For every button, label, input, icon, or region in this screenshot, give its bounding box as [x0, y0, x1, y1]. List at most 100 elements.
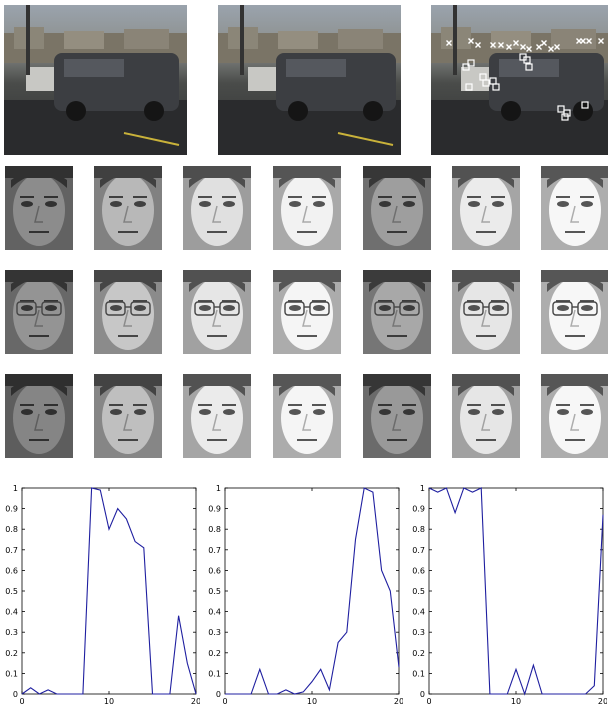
- y-tick-label: 0.7: [208, 546, 221, 555]
- x-tick-label: 10: [104, 697, 114, 706]
- series-line: [428, 487, 604, 696]
- square-marker: [523, 56, 531, 64]
- face-drawing: [541, 374, 608, 458]
- square-marker: [557, 105, 565, 113]
- face-drawing: [363, 166, 431, 250]
- y-tick-label: 1: [216, 484, 221, 493]
- y-tick-label: 0.6: [412, 566, 425, 575]
- x-marker: [520, 44, 526, 50]
- face-image: [183, 374, 251, 458]
- square-marker: [581, 101, 589, 109]
- feature-markers: [446, 38, 604, 121]
- y-tick-label: 0.5: [5, 587, 18, 596]
- x-marker: [498, 42, 504, 48]
- face-image: [5, 270, 73, 354]
- face-drawing: [5, 166, 73, 250]
- y-tick-label: 1: [13, 484, 18, 493]
- square-marker: [482, 79, 490, 87]
- street-photo-filtered: [218, 5, 401, 155]
- response-chart-3: 0 0.1 0.2 0.3 0.4 0.5 0.6 0.7 0.8 0.9 1 0 10 20: [407, 481, 608, 706]
- x-tick-label: 0: [19, 697, 24, 706]
- face-image: [273, 374, 341, 458]
- x-marker: [554, 44, 560, 50]
- face-image: [363, 270, 431, 354]
- face-image: [183, 166, 251, 250]
- face-image: [5, 166, 73, 250]
- y-tick-label: 0.8: [5, 525, 18, 534]
- square-marker: [525, 63, 533, 71]
- y-tick-label: 0.8: [208, 525, 221, 534]
- y-tick-label: 0: [13, 690, 18, 699]
- x-tick-label: 20: [191, 697, 200, 706]
- plot-frame: [224, 487, 400, 695]
- face-drawing: [183, 166, 251, 250]
- y-tick-label: 0.6: [5, 566, 18, 575]
- face-drawing: [541, 166, 608, 250]
- face-image: [183, 270, 251, 354]
- x-marker: [506, 44, 512, 50]
- face-drawing: [273, 166, 341, 250]
- van-scene-graphic: [431, 5, 608, 155]
- face-drawing: [452, 270, 520, 354]
- face-image: [94, 374, 162, 458]
- y-tick-label: 0.1: [208, 669, 221, 678]
- face-drawing: [183, 270, 251, 354]
- x-marker: [468, 38, 474, 44]
- y-tick-label: 0.3: [412, 628, 425, 637]
- face-drawing: [541, 270, 608, 354]
- square-marker: [462, 63, 470, 71]
- square-marker: [563, 109, 571, 117]
- x-tick-label: 0: [222, 697, 227, 706]
- face-image: [363, 166, 431, 250]
- y-tick-label: 0.4: [208, 608, 221, 617]
- x-marker: [490, 42, 496, 48]
- face-image: [94, 166, 162, 250]
- van-scene-graphic: [218, 5, 401, 155]
- face-image: [452, 166, 520, 250]
- y-tick-label: 1: [420, 484, 425, 493]
- y-tick-label: 0.1: [5, 669, 18, 678]
- face-image: [452, 374, 520, 458]
- plot-frame: [21, 487, 197, 695]
- x-marker: [586, 38, 592, 44]
- face-image: [541, 166, 608, 250]
- y-tick-label: 0.3: [208, 628, 221, 637]
- x-tick-label: 20: [394, 697, 403, 706]
- face-image: [5, 374, 73, 458]
- x-marker: [580, 38, 586, 44]
- y-tick-label: 0.8: [412, 525, 425, 534]
- x-tick-label: 0: [426, 697, 431, 706]
- y-tick-label: 0.2: [208, 649, 221, 658]
- y-tick-label: 0.4: [412, 608, 425, 617]
- face-image: [273, 270, 341, 354]
- square-marker: [492, 83, 500, 91]
- x-marker: [536, 44, 542, 50]
- x-marker: [541, 40, 547, 46]
- face-drawing: [94, 270, 162, 354]
- face-image: [452, 270, 520, 354]
- series-line: [225, 487, 400, 695]
- face-drawing: [94, 166, 162, 250]
- response-chart-2: 0 0.1 0.2 0.3 0.4 0.5 0.6 0.7 0.8 0.9 1 0 10 20: [203, 481, 404, 706]
- x-tick-label: 20: [598, 697, 607, 706]
- face-drawing: [363, 270, 431, 354]
- y-tick-label: 0.1: [412, 669, 425, 678]
- y-tick-label: 0.9: [5, 505, 18, 514]
- y-tick-label: 0.2: [5, 649, 18, 658]
- face-image: [94, 270, 162, 354]
- plot-frame: [428, 487, 604, 695]
- response-chart-1: 0 0.1 0.2 0.3 0.4 0.5 0.6 0.7 0.8 0.9 1 0 10 20: [0, 481, 201, 706]
- y-tick-label: 0.9: [412, 505, 425, 514]
- face-drawing: [273, 270, 341, 354]
- y-tick-label: 0.3: [5, 628, 18, 637]
- x-marker: [598, 38, 604, 44]
- face-image: [273, 166, 341, 250]
- square-marker: [561, 113, 569, 121]
- face-image: [541, 270, 608, 354]
- y-tick-label: 0.7: [5, 546, 18, 555]
- y-tick-label: 0: [216, 690, 221, 699]
- y-tick-label: 0.5: [412, 587, 425, 596]
- face-drawing: [452, 166, 520, 250]
- series-line: [21, 487, 197, 695]
- x-marker: [513, 40, 519, 46]
